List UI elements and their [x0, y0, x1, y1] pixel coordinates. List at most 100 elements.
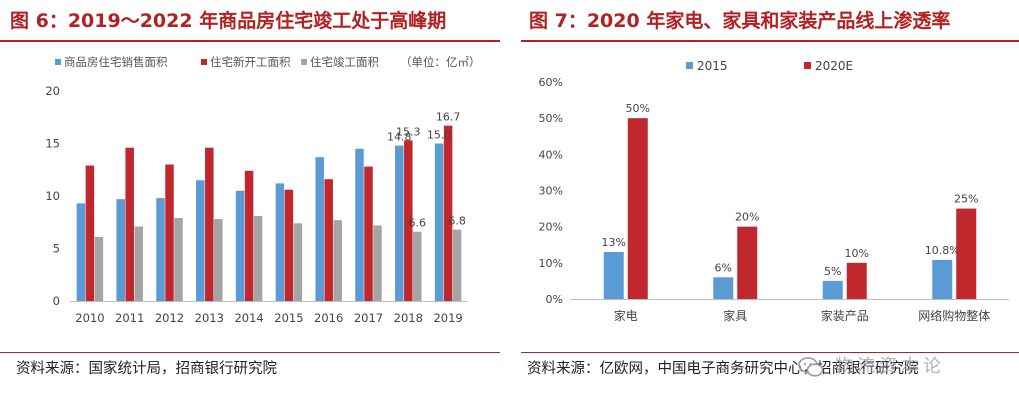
bar — [165, 164, 174, 301]
y-tick-label: 5 — [53, 242, 60, 256]
y-tick-label: 0 — [53, 294, 60, 308]
bar-chart-right: 2015 2020E 0% 10% 20% 30% 40% 50% 60% 13% 50% 家电 6% 2… — [539, 59, 1009, 323]
bar — [373, 225, 382, 301]
legend-label: 住宅新开工面积 — [210, 55, 291, 69]
legend-label: 商品房住宅销售面积 — [64, 55, 168, 69]
bar — [253, 215, 263, 301]
x-tick-label: 2011 — [115, 311, 144, 325]
bar — [822, 280, 843, 299]
bar — [956, 208, 977, 299]
unit-note: （单位：亿㎡） — [400, 55, 481, 69]
data-label: 5% — [824, 265, 841, 278]
wechat-icon — [798, 357, 824, 377]
chart-title-left: 图 6：2019～2022 年商品房住宅竣工处于高峰期 — [10, 10, 447, 32]
y-tick-label: 20% — [539, 221, 563, 234]
x-tick-label: 2019 — [433, 311, 462, 325]
data-label: 6% — [715, 261, 732, 274]
source-rule-right — [521, 352, 1019, 353]
data-label: 15.3 — [396, 125, 421, 138]
bar — [413, 231, 422, 301]
bar — [315, 157, 324, 301]
bar — [364, 166, 373, 301]
legend-swatch — [201, 59, 207, 65]
data-label: 20% — [735, 211, 759, 224]
bar — [116, 199, 125, 301]
chart-panel-left: 图 6：2019～2022 年商品房住宅竣工处于高峰期 商品房住宅销售面积 住宅新… — [0, 0, 500, 411]
source-note-left: 资料来源：国家统计局，招商银行研究院 — [16, 361, 277, 377]
bar — [235, 190, 245, 301]
bar — [94, 236, 104, 301]
legend-label: 2020E — [815, 59, 853, 73]
x-tick-label: 2012 — [155, 311, 184, 325]
y-tick-label: 60% — [539, 76, 563, 89]
x-tick-label: 2016 — [314, 311, 343, 325]
bar — [76, 203, 86, 301]
x-tick-label: 2015 — [274, 311, 303, 325]
bar — [846, 262, 867, 299]
title-rule-right — [521, 40, 1019, 42]
x-tick-label: 2013 — [195, 311, 224, 325]
data-label: 16.7 — [436, 111, 461, 124]
y-tick-label: 30% — [539, 185, 563, 198]
bar — [932, 259, 953, 299]
data-label: 50% — [626, 102, 650, 115]
y-tick-label: 10 — [45, 189, 60, 203]
y-tick-label: 15 — [45, 137, 60, 151]
bar — [205, 147, 214, 301]
bar — [395, 145, 404, 301]
source-rule-left — [0, 352, 500, 353]
x-tick-label: 2018 — [394, 311, 423, 325]
y-tick-label: 10% — [539, 257, 563, 270]
bar — [333, 220, 342, 301]
bar — [244, 170, 254, 301]
data-label: 14.8 — [387, 131, 412, 144]
bar — [134, 226, 143, 301]
chart-panel-right: 图 7：2020 年家电、家具和家装产品线上渗透率 2015 2020E 0% 10%… — [521, 0, 1019, 411]
data-label: 10% — [845, 247, 869, 260]
legend-swatch — [686, 62, 693, 69]
y-tick-label: 20 — [45, 84, 60, 98]
bar — [603, 251, 624, 299]
data-label: 10.8% — [925, 244, 960, 257]
bar — [434, 143, 444, 301]
x-tick-label: 家装产品 — [821, 308, 869, 323]
x-tick-label: 家电 — [614, 308, 638, 323]
y-tick-label: 40% — [539, 148, 563, 161]
bar — [713, 277, 734, 299]
bar — [275, 183, 285, 301]
title-rule-left — [0, 40, 500, 42]
bar — [443, 125, 453, 302]
x-tick-label: 网络购物整体 — [918, 308, 990, 323]
x-tick-label: 2010 — [75, 311, 104, 325]
bar — [324, 179, 333, 301]
chart-title-right: 图 7：2020 年家电、家具和家装产品线上渗透率 — [529, 10, 951, 32]
data-label: 6.8 — [448, 215, 466, 228]
bar — [355, 148, 364, 301]
bar — [196, 180, 205, 301]
data-label: 15.0 — [427, 129, 452, 142]
bar — [627, 118, 648, 300]
bar — [125, 147, 134, 301]
legend-swatch — [55, 59, 61, 65]
legend-swatch — [804, 62, 811, 69]
bar-chart-left: 商品房住宅销售面积 住宅新开工面积 住宅竣工面积 （单位：亿㎡） 0 5 10 15 20 201… — [45, 55, 481, 325]
y-tick-label: 50% — [539, 112, 563, 125]
data-label: 13% — [602, 236, 626, 249]
data-label: 6.6 — [409, 217, 427, 230]
data-label: 25% — [954, 193, 978, 206]
bar — [174, 218, 183, 301]
bar — [452, 229, 462, 301]
x-tick-label: 2014 — [234, 311, 263, 325]
x-tick-label: 2017 — [354, 311, 383, 325]
bar — [293, 223, 303, 301]
x-tick-label: 家具 — [723, 308, 747, 323]
legend-label: 住宅竣工面积 — [310, 55, 379, 69]
bar — [284, 189, 294, 301]
watermark-text: 物流资本论 — [835, 356, 945, 377]
legend-label: 2015 — [697, 59, 728, 73]
bar — [737, 226, 758, 299]
bar — [214, 219, 223, 301]
bar — [156, 198, 165, 301]
bar — [404, 140, 413, 301]
legend-swatch — [301, 59, 307, 65]
